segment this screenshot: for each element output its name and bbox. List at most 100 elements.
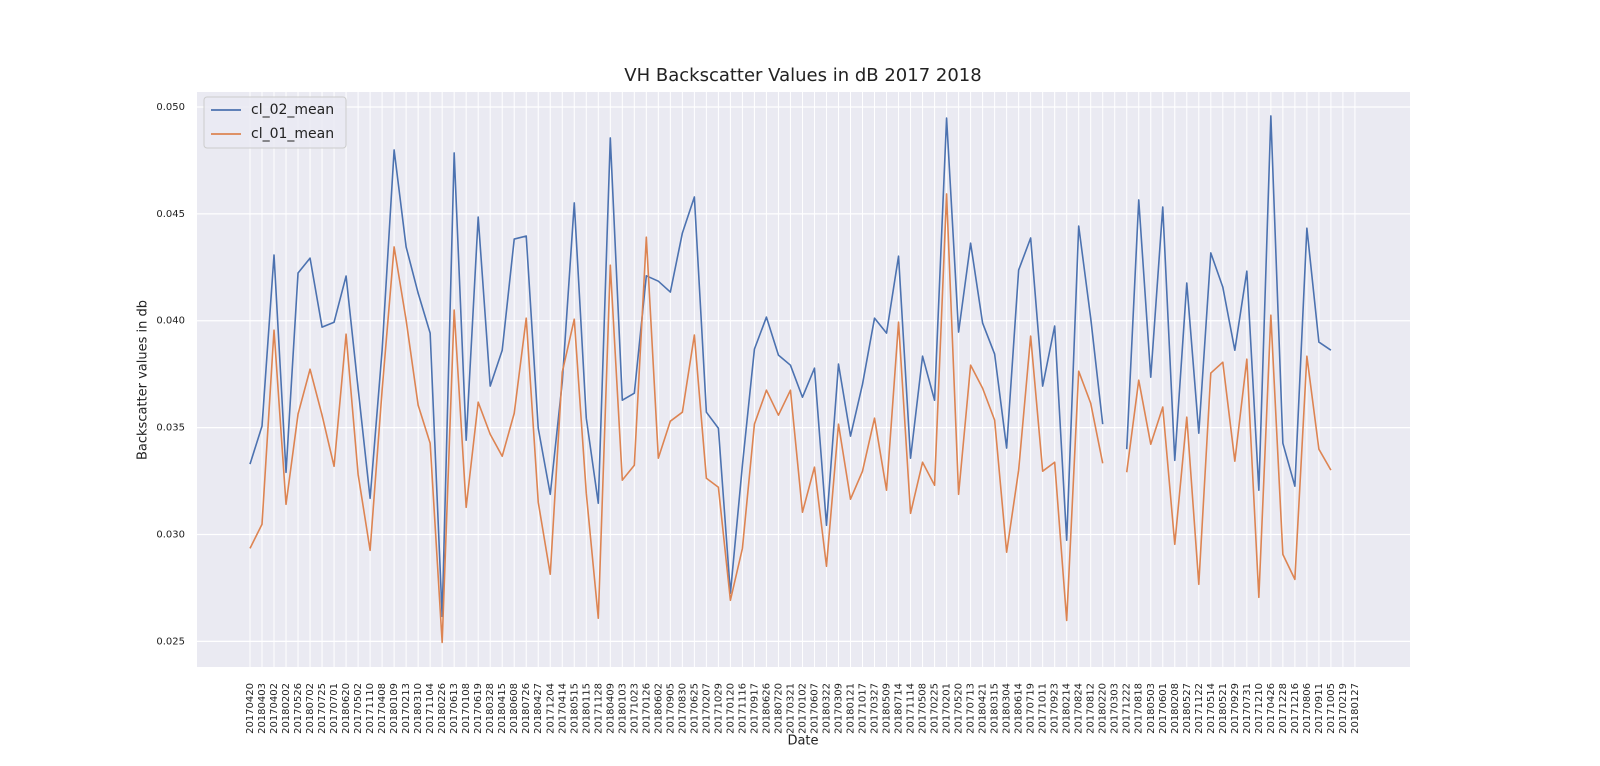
series-line: [249, 115, 1332, 618]
x-tick-label: 20180620: [341, 683, 352, 734]
x-tick-label: 20170905: [665, 683, 676, 734]
x-tick-label: 20170321: [785, 683, 796, 734]
x-tick-label: 20180614: [1014, 683, 1025, 734]
x-tick-label: 20171128: [593, 683, 604, 734]
x-tick-label: 20170303: [1110, 683, 1121, 734]
y-tick-label: 0.030: [156, 529, 185, 540]
x-tick-label: 20180226: [437, 683, 448, 734]
x-tick-label: 20180503: [1146, 683, 1157, 734]
x-tick-label: 20170824: [1074, 683, 1085, 734]
x-tick-label: 20180720: [773, 683, 784, 734]
x-tick-label: 20180626: [761, 683, 772, 734]
x-tick-label: 20171104: [425, 683, 436, 734]
x-tick-label: 20170327: [870, 683, 881, 734]
x-tick-label: 20170219: [1338, 683, 1349, 734]
series-line: [249, 193, 1332, 644]
x-tick-label: 20170414: [557, 683, 568, 734]
lines: [249, 115, 1332, 644]
legend-label: cl_01_mean: [251, 126, 334, 142]
x-tick-label: 20170625: [689, 683, 700, 734]
x-tick-label: 20180220: [1098, 683, 1109, 734]
x-tick-label: 20170830: [677, 683, 688, 734]
x-tick-label: 20180527: [1182, 683, 1193, 734]
x-tick-label: 20170806: [1302, 683, 1313, 734]
x-tick-label: 20180421: [978, 683, 989, 734]
x-axis-label: Date: [787, 734, 818, 749]
x-tick-label: 20180121: [846, 683, 857, 734]
x-tick-label: 20170713: [966, 683, 977, 734]
x-tick-label: 20180127: [1350, 683, 1361, 734]
x-tick-label: 20170731: [1242, 683, 1253, 734]
x-tick-label: 20170526: [293, 683, 304, 734]
x-tick-label: 20170201: [942, 683, 953, 734]
x-tick-label: 20180415: [497, 683, 508, 734]
x-tick-label: 20180214: [1062, 683, 1073, 734]
x-tick-label: 20180310: [413, 683, 424, 734]
x-tick-label: 20170126: [641, 683, 652, 734]
x-tick-label: 20171210: [1254, 683, 1265, 734]
x-tick-label: 20180427: [533, 683, 544, 734]
x-tick-label: 20180515: [569, 683, 580, 734]
x-tick-label: 20180208: [1170, 683, 1181, 734]
x-tick-label: 20180109: [389, 683, 400, 734]
x-tick-label: 20170408: [377, 683, 388, 734]
chart-title: VH Backscatter Values in dB 2017 2018: [624, 65, 981, 86]
x-tick-label: 20171222: [1122, 683, 1133, 734]
x-tick-label: 20171011: [1038, 683, 1049, 734]
x-tick-label: 20180103: [617, 683, 628, 734]
x-tick-label: 20170420: [245, 683, 256, 734]
x-tick-label: 20170508: [918, 683, 929, 734]
x-tick-label: 20180714: [894, 683, 905, 734]
x-tick-label: 20180202: [281, 683, 292, 734]
x-tick-label: 20180115: [581, 683, 592, 734]
y-tick-label: 0.050: [156, 102, 185, 113]
x-tick-label: 20170917: [749, 683, 760, 734]
x-tick-label: 20171017: [858, 683, 869, 734]
x-tick-label: 20170108: [461, 683, 472, 734]
x-tick-label: 20171122: [1194, 683, 1205, 734]
x-tick-label: 20171114: [906, 683, 917, 734]
x-tick-label: 20170719: [1026, 683, 1037, 734]
x-tick-label: 20171216: [1290, 683, 1301, 734]
x-tick-label: 20171029: [713, 683, 724, 734]
x-tick-label: 20180521: [1218, 683, 1229, 734]
x-tick-label: 20180509: [882, 683, 893, 734]
x-tick-label: 20180403: [257, 683, 268, 734]
x-tick-label: 20180328: [485, 683, 496, 734]
x-tick-label: 20171023: [629, 683, 640, 734]
x-tick-label: 20180726: [521, 683, 532, 734]
x-tick-label: 20170207: [701, 683, 712, 734]
x-tick-label: 20170309: [833, 683, 844, 734]
x-tick-label: 20170502: [353, 683, 364, 734]
x-tick-label: 20170613: [449, 683, 460, 734]
x-tick-label: 20170701: [329, 683, 340, 734]
x-tick-label: 20171005: [1326, 683, 1337, 734]
x-tick-label: 20170929: [1230, 683, 1241, 734]
x-tick-label: 20180322: [821, 683, 832, 734]
x-tick-label: 20180602: [653, 683, 664, 734]
x-tick-label: 20170213: [401, 683, 412, 734]
x-tick-label: 20171228: [1278, 683, 1289, 734]
x-tick-label: 20171204: [545, 683, 556, 734]
y-tick-label: 0.045: [156, 209, 185, 220]
x-tick-label: 20170923: [1050, 683, 1061, 734]
y-tick-label: 0.040: [156, 316, 185, 327]
x-tick-label: 20180702: [305, 683, 316, 734]
x-tick-label: 20180608: [509, 683, 520, 734]
x-tick-label: 20170812: [1086, 683, 1097, 734]
x-tick-label: 20180315: [990, 683, 1001, 734]
x-tick-label: 20171116: [737, 683, 748, 734]
x-tick-label: 20170102: [797, 683, 808, 734]
x-tick-label: 20170911: [1314, 683, 1325, 734]
x-tick-label: 20170520: [954, 683, 965, 734]
x-tick-label: 20170225: [930, 683, 941, 734]
x-tick-label: 20171110: [365, 683, 376, 734]
x-tick-label: 20170426: [1266, 683, 1277, 734]
x-tick-label: 20170607: [809, 683, 820, 734]
x-tick-label: 20170514: [1206, 683, 1217, 734]
x-tick-label: 20170402: [269, 683, 280, 734]
y-axis-label: Backscatter values in db: [136, 300, 151, 460]
x-tick-label: 20170725: [317, 683, 328, 734]
x-tick-label: 20170818: [1134, 683, 1145, 734]
